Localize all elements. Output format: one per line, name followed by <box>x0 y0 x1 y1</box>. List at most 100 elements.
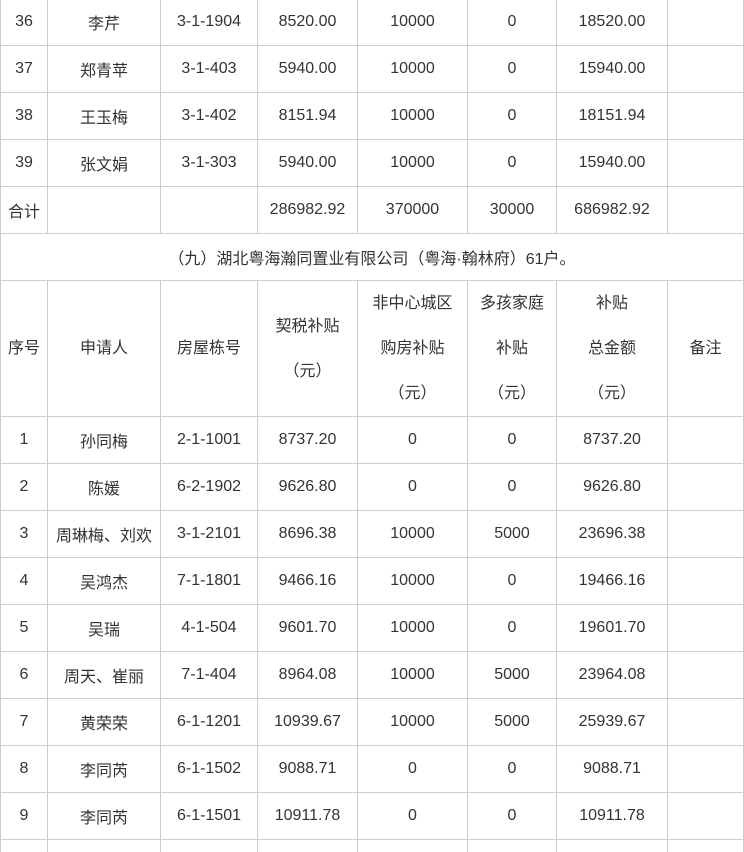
empty-cell <box>556 839 668 852</box>
total-amount-cell: 686982.92 <box>556 186 668 234</box>
total-amount-cell: 10911.78 <box>556 792 668 840</box>
deed-tax-cell: 9601.70 <box>257 604 358 652</box>
remarks-cell <box>667 186 744 234</box>
empty-cell <box>667 839 744 852</box>
table-row: 2 陈媛 6-2-1902 9626.80 0 0 9626.80 <box>0 463 744 511</box>
deed-tax-cell: 8964.08 <box>257 651 358 699</box>
applicant-cell: 吴鸿杰 <box>47 557 161 605</box>
deed-tax-cell: 10911.78 <box>257 792 358 840</box>
row-index-cell: 37 <box>0 45 48 93</box>
total-amount-cell: 19601.70 <box>556 604 668 652</box>
house-no-cell: 3-1-1904 <box>160 0 258 46</box>
house-no-cell: 6-2-1902 <box>160 463 258 511</box>
total-amount-cell: 25939.67 <box>556 698 668 746</box>
deed-tax-cell: 8520.00 <box>257 0 358 46</box>
remarks-cell <box>667 651 744 699</box>
deed-tax-cell: 9466.16 <box>257 557 358 605</box>
deed-tax-cell: 8696.38 <box>257 510 358 558</box>
multi-child-cell: 0 <box>467 792 557 840</box>
house-no-cell: 3-1-403 <box>160 45 258 93</box>
non-central-cell: 10000 <box>357 557 468 605</box>
non-central-cell: 0 <box>357 463 468 511</box>
multi-child-cell: 0 <box>467 0 557 46</box>
applicant-cell: 吴瑞 <box>47 604 161 652</box>
applicant-cell: 陈媛 <box>47 463 161 511</box>
deed-tax-cell: 5940.00 <box>257 139 358 187</box>
remarks-cell <box>667 604 744 652</box>
non-central-cell: 10000 <box>357 139 468 187</box>
non-central-cell: 10000 <box>357 651 468 699</box>
header-remarks: 备注 <box>667 280 744 417</box>
non-central-cell: 10000 <box>357 45 468 93</box>
empty-cell <box>257 839 358 852</box>
remarks-cell <box>667 139 744 187</box>
total-amount-cell: 19466.16 <box>556 557 668 605</box>
applicant-cell <box>47 186 161 234</box>
multi-child-cell: 5000 <box>467 651 557 699</box>
remarks-cell <box>667 745 744 793</box>
table-row: 4 吴鸿杰 7-1-1801 9466.16 10000 0 19466.16 <box>0 557 744 605</box>
applicant-cell: 张文娟 <box>47 139 161 187</box>
table-row: 37 郑青苹 3-1-403 5940.00 10000 0 15940.00 <box>0 45 744 93</box>
non-central-cell: 370000 <box>357 186 468 234</box>
remarks-cell <box>667 92 744 140</box>
header-multi-child: 多孩家庭 补贴 （元） <box>467 280 557 417</box>
total-amount-cell: 23696.38 <box>556 510 668 558</box>
house-no-cell: 3-1-402 <box>160 92 258 140</box>
deed-tax-cell: 8151.94 <box>257 92 358 140</box>
previous-section-rows: 36 李芹 3-1-1904 8520.00 10000 0 18520.00 37 郑青苹 3-… <box>0 0 744 187</box>
total-label-cell: 合计 <box>0 186 48 234</box>
multi-child-cell: 5000 <box>467 510 557 558</box>
remarks-cell <box>667 510 744 558</box>
multi-child-cell: 0 <box>467 557 557 605</box>
row-index-cell: 1 <box>0 416 48 464</box>
row-index-cell: 36 <box>0 0 48 46</box>
row-index-cell: 4 <box>0 557 48 605</box>
empty-cell <box>47 839 161 852</box>
total-row: 合计 286982.92 370000 30000 686982.92 <box>0 186 744 234</box>
row-index-cell: 2 <box>0 463 48 511</box>
clipped-row <box>0 839 744 852</box>
table-row: 9 李同芮 6-1-1501 10911.78 0 0 10911.78 <box>0 792 744 840</box>
house-no-cell: 7-1-404 <box>160 651 258 699</box>
remarks-cell <box>667 792 744 840</box>
deed-tax-cell: 286982.92 <box>257 186 358 234</box>
house-no-cell: 6-1-1501 <box>160 792 258 840</box>
section-heading-row: （九）湖北粤海瀚同置业有限公司（粤海·翰林府）61户。 <box>0 233 744 281</box>
total-amount-cell: 15940.00 <box>556 45 668 93</box>
house-no-cell: 2-1-1001 <box>160 416 258 464</box>
clipped-bottom-group <box>0 839 744 852</box>
total-amount-cell: 9088.71 <box>556 745 668 793</box>
table-row: 6 周天、崔丽 7-1-404 8964.08 10000 5000 23964.08 <box>0 651 744 699</box>
table-row: 36 李芹 3-1-1904 8520.00 10000 0 18520.00 <box>0 0 744 46</box>
current-section-rows: 1 孙同梅 2-1-1001 8737.20 0 0 8737.20 2 陈媛 6-2-1902 9… <box>0 416 744 840</box>
house-no-cell: 6-1-1502 <box>160 745 258 793</box>
table-row: 5 吴瑞 4-1-504 9601.70 10000 0 19601.70 <box>0 604 744 652</box>
empty-cell <box>160 839 258 852</box>
total-amount-cell: 23964.08 <box>556 651 668 699</box>
applicant-cell: 王玉梅 <box>47 92 161 140</box>
non-central-cell: 0 <box>357 745 468 793</box>
multi-child-cell: 0 <box>467 416 557 464</box>
applicant-cell: 黄荣荣 <box>47 698 161 746</box>
multi-child-cell: 0 <box>467 745 557 793</box>
table-row: 1 孙同梅 2-1-1001 8737.20 0 0 8737.20 <box>0 416 744 464</box>
remarks-cell <box>667 45 744 93</box>
header-index: 序号 <box>0 280 48 417</box>
non-central-cell: 10000 <box>357 510 468 558</box>
house-no-cell: 4-1-504 <box>160 604 258 652</box>
deed-tax-cell: 8737.20 <box>257 416 358 464</box>
row-index-cell: 38 <box>0 92 48 140</box>
deed-tax-cell: 10939.67 <box>257 698 358 746</box>
non-central-cell: 0 <box>357 792 468 840</box>
remarks-cell <box>667 557 744 605</box>
multi-child-cell: 0 <box>467 139 557 187</box>
applicant-cell: 孙同梅 <box>47 416 161 464</box>
empty-cell <box>0 839 48 852</box>
total-amount-cell: 15940.00 <box>556 139 668 187</box>
applicant-cell: 李芹 <box>47 0 161 46</box>
house-no-cell: 6-1-1201 <box>160 698 258 746</box>
table-row: 7 黄荣荣 6-1-1201 10939.67 10000 5000 25939.67 <box>0 698 744 746</box>
